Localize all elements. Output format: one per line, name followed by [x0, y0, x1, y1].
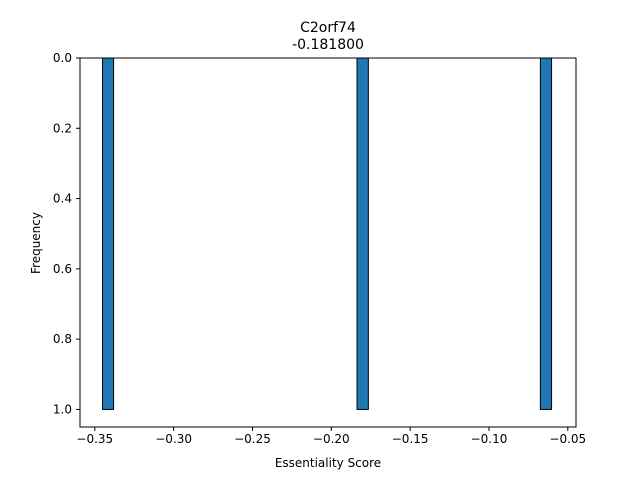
x-tick-label: −0.35	[76, 432, 113, 446]
plot-frame	[79, 57, 577, 428]
x-tick-label: −0.25	[234, 432, 271, 446]
x-axis-label: Essentiality Score	[275, 456, 381, 470]
y-axis-ticks: 0.0 0.2 0.4 0.6 0.8 1.0	[53, 51, 80, 416]
x-tick-label: −0.05	[549, 432, 586, 446]
y-tick-label: 0.8	[53, 332, 72, 346]
y-tick-label: 0.6	[53, 262, 72, 276]
histogram-bar-3	[539, 57, 553, 410]
x-axis-ticks: −0.35 −0.30 −0.25 −0.20 −0.15 −0.10 −0.05	[76, 427, 586, 446]
bars-group	[102, 57, 553, 410]
y-tick-label: 0.4	[53, 192, 72, 206]
histogram-bar-1	[102, 57, 115, 410]
chart-title: C2orf74	[300, 20, 356, 36]
x-tick-label: −0.30	[155, 432, 192, 446]
histogram-bar-2	[356, 57, 369, 410]
x-tick-label: −0.20	[313, 432, 350, 446]
y-tick-label: 0.0	[53, 51, 72, 65]
y-axis-label: Frequency	[29, 212, 43, 274]
chart-subtitle: -0.181800	[292, 37, 364, 53]
x-tick-label: −0.10	[471, 432, 508, 446]
y-tick-label: 1.0	[53, 402, 72, 416]
x-tick-label: −0.15	[392, 432, 429, 446]
y-tick-label: 0.2	[53, 121, 72, 135]
